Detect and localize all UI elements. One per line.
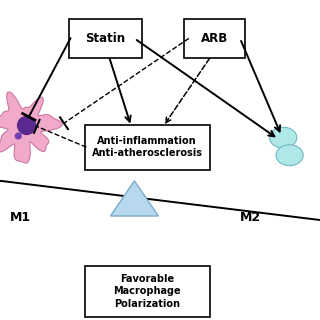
FancyBboxPatch shape	[184, 19, 245, 58]
FancyBboxPatch shape	[85, 266, 210, 317]
Polygon shape	[0, 92, 62, 163]
Text: M1: M1	[10, 211, 31, 224]
Ellipse shape	[276, 145, 303, 166]
Text: Statin: Statin	[85, 32, 126, 45]
Text: ARB: ARB	[201, 32, 228, 45]
Circle shape	[18, 116, 36, 134]
Polygon shape	[110, 181, 158, 216]
Text: M2: M2	[240, 211, 261, 224]
Circle shape	[15, 133, 21, 139]
Ellipse shape	[269, 127, 297, 148]
Text: Anti-inflammation
Anti-atherosclerosis: Anti-inflammation Anti-atherosclerosis	[92, 136, 203, 158]
FancyBboxPatch shape	[85, 125, 210, 170]
Text: Favorable
Macrophage
Polarization: Favorable Macrophage Polarization	[113, 274, 181, 308]
FancyBboxPatch shape	[69, 19, 142, 58]
